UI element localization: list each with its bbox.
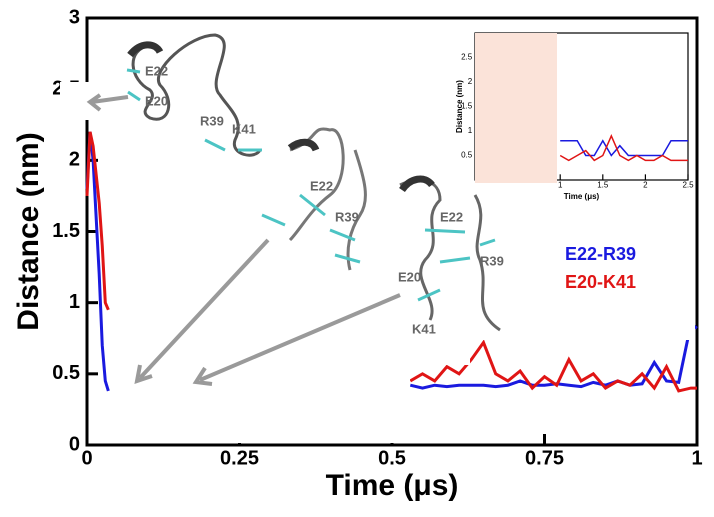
- residue-label: E22: [440, 209, 463, 224]
- side-chains: [261, 193, 361, 264]
- y-axis-label: Distance (nm): [12, 132, 45, 330]
- backbone: [131, 33, 262, 157]
- residue-label: E22: [310, 178, 333, 193]
- residue-label: R39: [200, 113, 224, 128]
- y-tick-label: 1.5: [52, 220, 80, 242]
- x-tick-label: 1: [691, 447, 702, 469]
- x-tick-label: 2.5: [682, 181, 694, 190]
- residue-label: K41: [412, 321, 436, 336]
- y-tick-label: 2.5: [461, 53, 473, 62]
- side-chains: [126, 68, 262, 152]
- x-axis-label: Time (μs): [564, 192, 600, 201]
- y-tick-label: 1: [468, 126, 473, 135]
- y-tick-label: 3: [69, 6, 80, 28]
- residue-label: E20: [398, 269, 421, 284]
- series-line: [559, 134, 688, 162]
- x-tick-label: 0: [81, 447, 92, 469]
- inset-chart: 1 1.5 2 2.5 0.5 1 1.5 2 2.5 Time (μs) Distance (nm…: [455, 32, 694, 201]
- x-tick-label: 0.5: [378, 447, 406, 469]
- legend: E22-R39 E20-K41: [565, 244, 636, 292]
- annotations: E22 E20 R39 K41 E22 R39 E22 R39 E20 K41: [145, 63, 504, 336]
- y-axis-label: Distance (nm): [455, 80, 464, 133]
- helix: [399, 175, 435, 193]
- x-tick-label: 0.25: [220, 447, 259, 469]
- legend-entry: E22-R39: [565, 244, 636, 264]
- y-tick-label: 0.5: [461, 151, 473, 160]
- arrows: [86, 93, 401, 386]
- x-tick-label: 1.5: [597, 181, 609, 190]
- backbone: [288, 127, 367, 271]
- series-line: [409, 339, 697, 393]
- series-line: [85, 131, 110, 311]
- y-tick-label: 1.5: [461, 102, 473, 111]
- y-tick-label: 0.5: [52, 362, 80, 384]
- legend-entry: E20-K41: [565, 272, 636, 292]
- y-tick-label: 1: [69, 291, 80, 313]
- x-tick-label: 2: [643, 181, 648, 190]
- molecules: [86, 33, 501, 386]
- series-line: [560, 139, 688, 157]
- side-chains: [417, 228, 496, 302]
- image-patch: [475, 33, 557, 183]
- image-patch: [110, 20, 410, 443]
- y-tick-label: 0: [69, 433, 80, 455]
- x-axis-label: Time (μs): [326, 469, 459, 502]
- residue-label: E22: [145, 63, 168, 78]
- x-tick-label: 0.75: [525, 447, 564, 469]
- y-tick-label: 2: [468, 77, 473, 86]
- helix: [127, 41, 164, 58]
- residue-label: R39: [335, 209, 359, 224]
- x-tick-label: 1: [558, 181, 563, 190]
- residue-label: E20: [145, 93, 168, 108]
- image-patch: [470, 185, 695, 340]
- y-tick-label: 2: [69, 149, 80, 171]
- helix: [287, 138, 320, 152]
- residue-label: K41: [232, 121, 256, 136]
- residue-label: R39: [480, 253, 504, 268]
